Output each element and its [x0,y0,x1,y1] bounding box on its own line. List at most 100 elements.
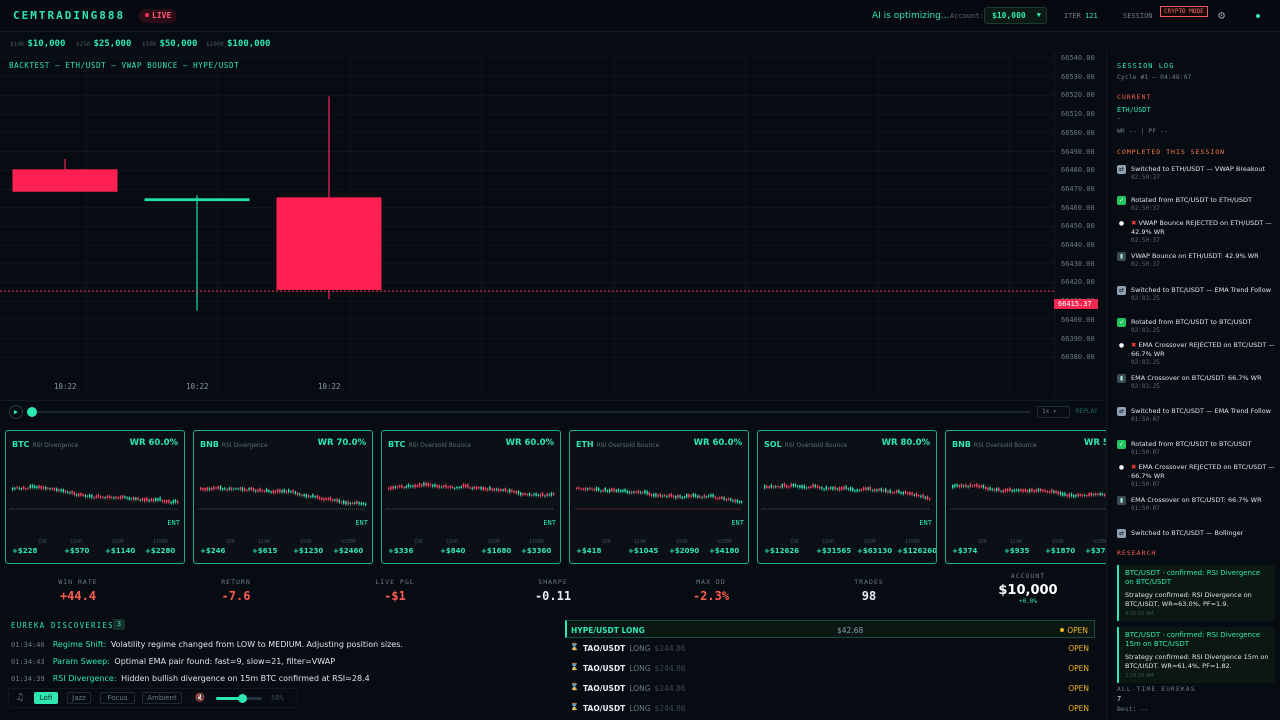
mini-candle [929,498,931,500]
strategy-card[interactable]: BNB RSI Divergence WR 70.0% ENT $5K $10K $50K $… [193,430,373,564]
switch-icon: ⇄ [1117,165,1126,174]
mini-candle [777,486,779,488]
mini-candle [681,496,683,499]
mini-candle [49,488,51,490]
mini-candle [664,494,666,497]
mini-candle [922,494,924,498]
log-time: 02:03:25 [1131,383,1160,390]
music-mode-jazz[interactable]: Jazz [67,692,91,704]
strategy-card[interactable]: BTC RSI Divergence WR 60.0% ENT $5K $10K $50K $… [5,430,185,564]
mini-candle [200,487,202,490]
music-mode-lofi[interactable]: Lofi [34,692,58,704]
music-mode-focus[interactable]: Focus [100,692,135,704]
mini-candle [1088,492,1090,497]
mini-candle [224,487,226,490]
mini-candle [248,487,250,491]
mini-candle [356,500,358,505]
trade-row[interactable]: ⌛ TAO/USDT LONG $244.86 OPEN [570,643,1089,653]
mini-candle [316,495,318,499]
card-profit-values: +$336 +$840 +$1680 +$3360 [388,547,556,557]
mute-icon[interactable]: 🔇 [195,693,205,702]
mini-candle [1081,494,1084,497]
mini-candle [578,487,580,489]
mini-candle [1066,494,1068,497]
strategy-card[interactable]: SOL RSI Oversold Bounce WR 80.0% ENT $5K $10K… [757,430,937,564]
mini-candle [465,484,467,488]
eureka-item: 01:34:46 Regime Shift: Volatility regime … [11,640,403,649]
mini-candle [1057,491,1059,495]
mini-candle [460,486,462,488]
trade-row[interactable]: ⌛ TAO/USDT LONG $244.86 OPEN [570,703,1089,713]
volume-handle[interactable] [238,694,248,703]
lightbulb-icon: ● [1118,342,1125,349]
live-dot-icon [145,13,149,17]
card-profit-value: +$2460 [333,547,364,555]
mini-candle [920,495,922,498]
mini-candle [708,495,710,497]
capital-option[interactable]: $50K $50,000 [142,39,198,49]
mini-candle [447,486,449,488]
card-strategy: RSI Divergence [221,442,268,449]
settings-gear-icon[interactable]: ⚙ [1218,8,1226,22]
mini-candle [1011,489,1013,492]
mini-candle [526,493,528,495]
strategy-card[interactable]: ETH RSI Oversold Bounce WR 60.0% ENT $5K $10K… [569,430,749,564]
replay-scrubber-handle[interactable] [27,407,37,417]
card-profit-value: +$1870 [1045,547,1076,555]
trade-row[interactable]: ⌛ TAO/USDT LONG $244.86 OPEN [570,683,1089,693]
replay-scrubber[interactable] [30,411,1030,413]
mini-candle [58,489,60,492]
capital-option[interactable]: $25K $25,000 [76,39,132,49]
y-tick-label: 66430.00 [1061,259,1095,268]
mini-candle [1051,489,1053,493]
mini-candle [45,486,47,490]
strategy-cards: BTC RSI Divergence WR 60.0% ENT $5K $10K $50K $… [0,430,1106,564]
card-capital-keys: $5K $10K $50K $100K [388,539,556,547]
mini-candle [887,490,889,493]
mini-candle [982,484,985,489]
mini-candle [633,491,635,493]
mini-candle [135,497,137,501]
trade-row[interactable]: HYPE/USDT LONG $42.68 OPEN [565,620,1095,638]
music-mode-ambient[interactable]: Ambient [142,692,182,704]
iter-label: ITER [1064,12,1081,20]
capital-option[interactable]: $10K $10,000 [10,39,66,49]
mini-candle [1103,493,1106,496]
mini-candle [67,491,69,493]
mini-candle [263,490,266,492]
mini-candle [345,501,347,505]
log-entry: ⇄ Switched to BTC/USDT — EMA Trend Follow… [1117,286,1275,302]
play-button[interactable]: ▶ [9,405,23,419]
mini-candle [609,489,611,493]
volume-slider[interactable] [216,694,262,703]
trade-row[interactable]: ⌛ TAO/USDT LONG $244.86 OPEN [570,663,1089,673]
card-strategy: RSI Oversold Bounce [596,442,660,449]
mini-candle [550,492,553,496]
log-time: 02:03:25 [1131,359,1160,366]
mini-candle [281,490,283,493]
mini-candle [513,491,515,493]
crypto-mode-badge[interactable]: CRYPTO MODE [1160,6,1208,17]
account-select[interactable]: $10,000 ▼ [984,7,1047,24]
mini-candle [589,487,591,490]
brand-logo: CEMTRADING888 [13,9,126,22]
mini-candle [827,487,830,490]
mini-candle [622,489,624,492]
strategy-card[interactable]: BTC RSI Oversold Bounce WR 60.0% ENT $5K $10K… [381,430,561,564]
mini-candle [427,482,429,487]
capital-option[interactable]: $100K $100,000 [206,39,271,49]
card-symbol: SOL RSI Oversold Bounce [764,440,848,449]
replay-speed-select[interactable]: 1x ▾ [1037,406,1070,418]
mini-candle [388,487,390,490]
mini-candle [1101,493,1103,495]
mini-candle [900,492,902,494]
mini-candle [1053,490,1055,493]
completed-label: COMPLETED THIS SESSION [1117,148,1226,156]
mini-candle [1077,493,1079,497]
music-note-icon: ♫ [17,692,24,703]
mini-candle [690,495,692,498]
mini-candle [157,498,159,501]
mini-candle [803,485,805,489]
candlestick-chart[interactable] [0,55,1054,398]
